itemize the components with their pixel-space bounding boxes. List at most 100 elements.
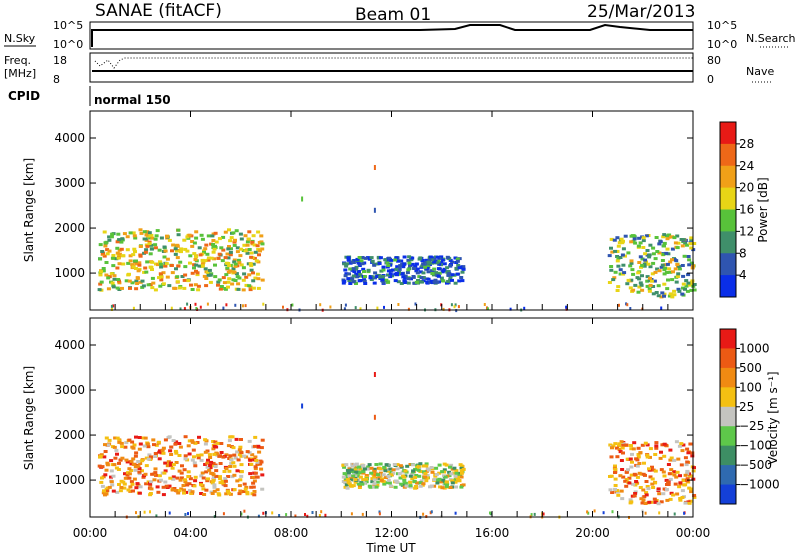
echo-cell bbox=[175, 275, 180, 279]
echo-cell bbox=[142, 237, 147, 241]
echo-cell bbox=[662, 272, 667, 276]
echo-cell bbox=[255, 475, 260, 479]
echo-cell bbox=[448, 264, 453, 268]
echo-cell bbox=[103, 473, 108, 477]
echo-cell bbox=[641, 239, 646, 243]
echo-cell bbox=[187, 233, 192, 237]
echo-cell bbox=[372, 281, 377, 285]
echo-cell bbox=[209, 256, 214, 260]
echo-cell bbox=[159, 278, 164, 282]
echo-cell bbox=[149, 455, 153, 459]
echo-cell bbox=[133, 236, 138, 240]
echo-cell bbox=[210, 481, 215, 485]
echo-cell bbox=[621, 475, 626, 479]
echo-cell bbox=[396, 280, 401, 284]
echo-cell bbox=[449, 463, 454, 467]
echo-cell bbox=[183, 273, 188, 277]
echo-cell bbox=[672, 293, 677, 297]
echo-cell bbox=[661, 235, 666, 239]
echo-cell bbox=[461, 267, 466, 271]
echo-cell bbox=[223, 479, 228, 483]
echo-cell bbox=[360, 482, 365, 486]
echo-cell bbox=[609, 474, 614, 478]
echo-cell bbox=[687, 486, 692, 490]
echo-cell bbox=[454, 471, 459, 475]
echo-cell bbox=[130, 281, 135, 285]
echo-cell bbox=[453, 478, 458, 482]
echo-cell bbox=[203, 438, 208, 442]
echo-cell bbox=[406, 259, 411, 262]
echo-cell bbox=[158, 284, 163, 288]
echo-cell bbox=[628, 501, 633, 505]
echo-cell bbox=[229, 461, 234, 465]
echo-cell bbox=[119, 240, 124, 244]
echo-cell bbox=[232, 243, 237, 247]
echo-cell bbox=[441, 279, 446, 283]
colorbar-swatch bbox=[720, 348, 736, 369]
echo-cell bbox=[615, 489, 620, 492]
echo-cell bbox=[689, 490, 694, 494]
echo-cell bbox=[680, 489, 685, 493]
echo-cell bbox=[643, 258, 648, 262]
echo-cell bbox=[363, 282, 368, 285]
echo-cell bbox=[420, 259, 425, 262]
echo-cell bbox=[627, 476, 632, 480]
echo-cell bbox=[235, 250, 240, 254]
echo-cell bbox=[413, 264, 418, 268]
echo-cell bbox=[182, 238, 187, 242]
echo-cell bbox=[140, 279, 145, 283]
echo-cell bbox=[178, 260, 183, 264]
echo-cell bbox=[201, 487, 206, 491]
echo-cell bbox=[204, 284, 209, 288]
echo-cell bbox=[647, 255, 652, 259]
echo-cell bbox=[238, 489, 243, 493]
echo-cell bbox=[190, 240, 195, 243]
echo-cell bbox=[435, 280, 440, 284]
echo-cell bbox=[187, 512, 189, 516]
echo-cell bbox=[190, 288, 195, 291]
echo-cell bbox=[419, 479, 424, 483]
y-tick-label: 3000 bbox=[54, 176, 85, 190]
echo-cell bbox=[282, 305, 284, 309]
echo-cell bbox=[221, 455, 226, 459]
echo-cell bbox=[165, 257, 170, 261]
echo-cell bbox=[683, 501, 688, 505]
echo-cell bbox=[235, 479, 240, 483]
echo-cell bbox=[692, 494, 697, 497]
echo-cell bbox=[615, 289, 620, 292]
x-tick-label: 00:00 bbox=[73, 526, 108, 540]
echo-cell bbox=[358, 279, 363, 282]
echo-cell bbox=[419, 276, 424, 280]
echo-cell bbox=[642, 264, 647, 268]
nsky-panel: N.Sky 10^5 10^0 10^5 10^0 N.Search bbox=[4, 19, 796, 51]
echo-cell bbox=[208, 280, 213, 284]
echo-cell bbox=[210, 492, 215, 495]
echo-cell bbox=[160, 448, 165, 452]
echo-cell bbox=[616, 493, 621, 497]
echo-cell bbox=[671, 493, 676, 497]
echo-cell bbox=[637, 261, 642, 264]
echo-cell bbox=[177, 454, 182, 457]
echo-cell bbox=[618, 272, 623, 276]
echo-cell bbox=[408, 480, 413, 484]
echo-cell bbox=[372, 469, 377, 473]
echo-cell bbox=[689, 238, 694, 242]
echo-cell bbox=[223, 477, 228, 481]
echo-cell bbox=[169, 264, 174, 267]
velocity-colorbar-label: Velocity [m s⁻¹] bbox=[766, 371, 780, 464]
echo-cell bbox=[149, 510, 151, 514]
echo-cell bbox=[182, 488, 186, 492]
echo-cell bbox=[381, 265, 386, 269]
echo-cell bbox=[244, 283, 249, 287]
echo-cell bbox=[205, 465, 210, 469]
echo-cell bbox=[629, 259, 634, 263]
echo-cell bbox=[127, 272, 131, 276]
echo-cell bbox=[426, 270, 431, 274]
echo-cell bbox=[227, 439, 232, 443]
echo-cell bbox=[386, 264, 391, 267]
echo-cell bbox=[662, 474, 667, 478]
echo-cell bbox=[205, 271, 210, 275]
echo-cell bbox=[388, 470, 393, 474]
echo-cell bbox=[180, 275, 185, 278]
echo-cell bbox=[620, 446, 625, 450]
